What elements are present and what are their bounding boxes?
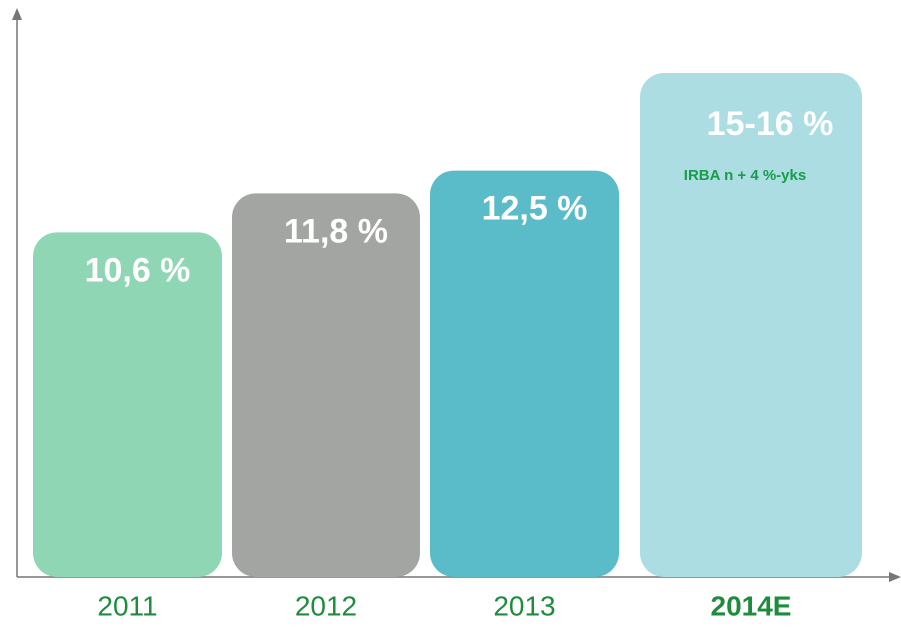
- x-tick-label: 2011: [97, 590, 157, 621]
- annotation: IRBA n + 4 %-yks: [684, 167, 806, 184]
- x-axis-arrow: [889, 572, 901, 582]
- value-label: 15-16 %: [707, 105, 834, 143]
- bar: [640, 73, 862, 578]
- value-label: 12,5 %: [482, 190, 588, 228]
- bar: [430, 170, 619, 578]
- x-tick-label: 2012: [295, 590, 357, 621]
- x-tick-label: 2013: [493, 590, 555, 621]
- bar: [232, 193, 420, 577]
- value-label: 11,8 %: [284, 212, 388, 250]
- x-tick-label: 2014E: [711, 590, 792, 621]
- value-label: 10,6 %: [85, 251, 191, 289]
- bar: [33, 232, 222, 577]
- y-axis-arrow: [12, 8, 22, 20]
